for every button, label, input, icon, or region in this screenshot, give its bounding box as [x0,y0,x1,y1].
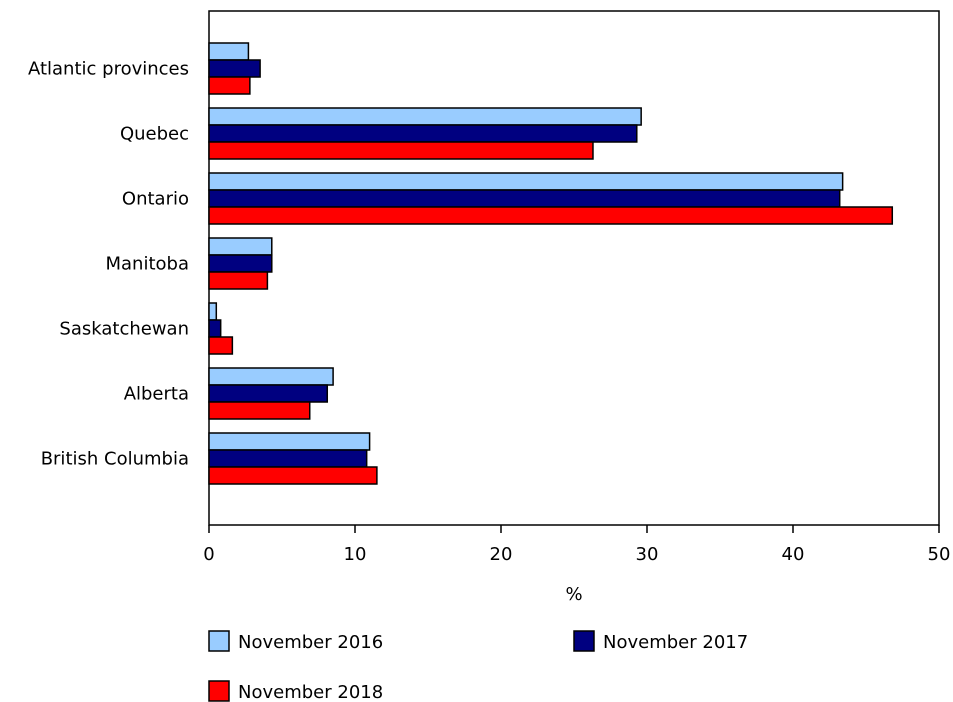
category-labels: Atlantic provinces Quebec Ontario Manitoba S… [28,59,189,470]
bar-atlantic-provinces-november-2016 [208,42,250,61]
legend-swatch [208,680,230,702]
bar-british-columbia-november-2018 [208,466,378,485]
bar-alberta-november-2018 [208,401,311,420]
bar-quebec-november-2016 [208,107,642,126]
bar-alberta-november-2016 [208,367,334,386]
bar-saskatchewan-november-2018 [208,336,234,355]
bar-ontario-november-2016 [208,172,844,191]
category-label: British Columbia [41,449,189,470]
bar-atlantic-provinces-november-2018 [208,76,251,95]
category-label: Ontario [122,189,189,210]
bar-ontario-november-2017 [208,189,841,208]
legend-label: November 2017 [603,632,748,653]
bar-manitoba-november-2018 [208,271,269,290]
x-tick-label: 40 [782,544,805,565]
category-label: Alberta [124,384,189,405]
legend-label: November 2016 [238,632,383,653]
bar-alberta-november-2017 [208,384,329,403]
category-label: Quebec [120,124,189,145]
bars [208,42,894,485]
category-label: Manitoba [106,254,190,275]
x-tick-label: 0 [203,544,214,565]
x-axis: 0 10 20 30 40 50 [203,525,950,565]
legend-item: November 2016 [208,630,383,653]
legend: November 2016 November 2017 November 2018 [208,630,748,702]
bar-saskatchewan-november-2017 [208,319,222,338]
bar-manitoba-november-2016 [208,237,273,256]
category-label: Atlantic provinces [28,59,189,80]
bar-quebec-november-2018 [208,141,594,160]
legend-swatch [573,630,595,652]
bar-atlantic-provinces-november-2017 [208,59,261,78]
bar-saskatchewan-november-2016 [208,302,218,321]
bar-quebec-november-2017 [208,124,638,143]
bar-british-columbia-november-2016 [208,432,371,451]
x-tick-label: 50 [928,544,951,565]
legend-swatch [208,630,230,652]
legend-label: November 2018 [238,682,383,702]
legend-item: November 2017 [573,630,748,653]
bar-british-columbia-november-2017 [208,449,368,468]
x-axis-title: % [565,584,582,605]
x-tick-label: 30 [636,544,659,565]
legend-item: November 2018 [208,680,383,702]
category-label: Saskatchewan [59,319,189,340]
bar-manitoba-november-2017 [208,254,273,273]
bar-ontario-november-2018 [208,206,894,225]
x-tick-label: 10 [344,544,367,565]
x-tick-label: 20 [490,544,513,565]
